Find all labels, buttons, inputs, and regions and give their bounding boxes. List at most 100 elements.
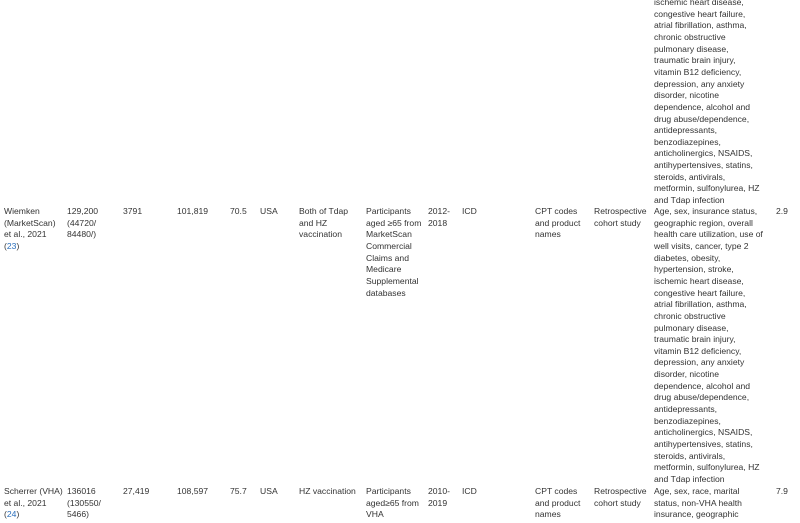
- cell-line: pulmonary disease,: [654, 43, 729, 54]
- reference: (23): [4, 241, 19, 253]
- reference-link[interactable]: 23: [6, 240, 17, 251]
- cell-line: steroids, antivirals,: [654, 450, 726, 461]
- cell-line: databases: [366, 287, 406, 298]
- cell-line: disorder, nicotine: [654, 369, 719, 380]
- cell-line: drug abuse/dependence,: [654, 392, 750, 403]
- cell-line: insurance, geographic: [654, 509, 739, 520]
- cell-line: 136016: [67, 486, 96, 496]
- reference: (24): [4, 509, 19, 521]
- cell-line: depression, any anxiety: [654, 78, 745, 89]
- cell-line: dependence, alcohol and: [654, 101, 751, 112]
- cell-line: well visits, cancer, type 2: [654, 240, 749, 251]
- cell-line: traumatic brain injury,: [654, 55, 736, 66]
- reference-paren: ): [16, 240, 20, 251]
- cell-line: benzodiazepines,: [654, 415, 721, 426]
- cell-line: ICD: [462, 486, 477, 496]
- cell-line: geographic region, overall: [654, 217, 753, 228]
- cell-line: 2019: [428, 497, 448, 508]
- cell-line: Both of Tdap: [299, 206, 349, 216]
- cell-line: traumatic brain injury,: [654, 334, 736, 345]
- cell-line: Age, sex, insurance status,: [654, 206, 758, 216]
- cell-line: MarketScan: [366, 229, 412, 240]
- cell-line: depression, any anxiety: [654, 357, 745, 368]
- cell-line: diabetes, obesity,: [654, 252, 721, 263]
- cell-line: ICD: [462, 206, 477, 216]
- cell-line: and product: [535, 217, 581, 228]
- cell-line: Claims and: [366, 252, 409, 263]
- cell-line: chronic obstructive: [654, 31, 726, 42]
- cell-line: 2012-: [428, 206, 450, 216]
- cell-line: hypertension, stroke,: [654, 264, 734, 275]
- cell-line: 84480/): [67, 229, 97, 240]
- reference-link[interactable]: 24: [6, 509, 17, 520]
- cell-line: vitamin B12 deficiency,: [654, 66, 742, 77]
- reference-paren: ): [16, 509, 20, 520]
- cell-line: VHA: [366, 509, 384, 520]
- cell-line: anticholinergics, NSAIDS,: [654, 148, 753, 159]
- cell-line: Age, sex, race, marital: [654, 486, 740, 496]
- cell-line: ischemic heart disease,: [654, 0, 744, 7]
- cell-line: Scherrer (VHA): [4, 486, 63, 496]
- cell-line: atrial fibrillation, asthma,: [654, 20, 747, 31]
- cell-line: benzodiazepines,: [654, 136, 721, 147]
- cell-line: health care utilization, use of: [654, 229, 763, 240]
- cell-line: USA: [260, 486, 278, 496]
- cell-line: Participants: [366, 486, 411, 496]
- cell-line: atrial fibrillation, asthma,: [654, 299, 747, 310]
- cell-line: Retrospective: [594, 206, 647, 216]
- cell-line: dependence, alcohol and: [654, 380, 751, 391]
- cell-line: CPT codes: [535, 486, 578, 496]
- cell-line: names: [535, 509, 561, 520]
- cell-line: (130550/: [67, 497, 101, 508]
- cell-line: et al., 2021: [4, 497, 47, 508]
- cell-line: 70.5: [230, 206, 247, 216]
- cell-line: vaccination: [299, 229, 342, 240]
- cell-line: 2018: [428, 217, 448, 228]
- cell-line: cohort study: [594, 497, 641, 508]
- cell-line: 27,419: [123, 486, 150, 496]
- cell-line: steroids, antivirals,: [654, 171, 726, 182]
- cell-line: USA: [260, 206, 278, 216]
- cell-line: and HZ: [299, 217, 328, 228]
- cell-line: status, non-VHA health: [654, 497, 742, 508]
- cell-line: Participants: [366, 206, 411, 216]
- cell-line: HZ vaccination: [299, 486, 356, 496]
- cell-line: antidepressants,: [654, 404, 718, 415]
- cell-line: disorder, nicotine: [654, 90, 719, 101]
- cell-line: antihypertensives, statins,: [654, 160, 753, 171]
- cell-line: (MarketScan): [4, 217, 56, 228]
- cell-line: aged ≥65 from: [366, 217, 422, 228]
- cell-line: and Tdap infection: [654, 195, 725, 206]
- cell-line: vitamin B12 deficiency,: [654, 345, 742, 356]
- cell-line: cohort study: [594, 217, 641, 228]
- cell-line: (44720/: [67, 217, 97, 228]
- cell-line: Retrospective: [594, 486, 647, 496]
- cell-line: chronic obstructive: [654, 310, 726, 321]
- cell-line: 7.9: [776, 486, 788, 496]
- cell-line: 129,200: [67, 206, 99, 216]
- cell-line: 3791: [123, 206, 143, 216]
- cell-line: aged≥65 from: [366, 497, 419, 508]
- cell-line: names: [535, 229, 561, 240]
- cell-line: Medicare: [366, 264, 402, 275]
- cell-line: 5466): [67, 509, 89, 520]
- cell-line: Supplemental: [366, 275, 419, 286]
- cell-line: 108,597: [177, 486, 209, 496]
- cell-line: 101,819: [177, 206, 209, 216]
- reference-paren: (: [4, 509, 7, 520]
- cell-line: congestive heart failure,: [654, 8, 746, 19]
- cell-line: drug abuse/dependence,: [654, 113, 750, 124]
- cell-line: antihypertensives, statins,: [654, 439, 753, 449]
- cell-line: Commercial: [366, 240, 412, 251]
- cell-line: Wiemken: [4, 206, 40, 216]
- reference-paren: (: [4, 240, 7, 251]
- cell-line: metformin, sulfonylurea, HZ: [654, 183, 760, 194]
- cell-line: et al., 2021: [4, 229, 47, 240]
- cell-line: 2.9: [776, 206, 788, 216]
- cell-line: metformin, sulfonylurea, HZ: [654, 462, 760, 473]
- cell-line: CPT codes: [535, 206, 578, 216]
- cell-line: ischemic heart disease,: [654, 275, 744, 286]
- cell-line: anticholinergics, NSAIDS,: [654, 427, 753, 438]
- cell-line: 75.7: [230, 486, 247, 496]
